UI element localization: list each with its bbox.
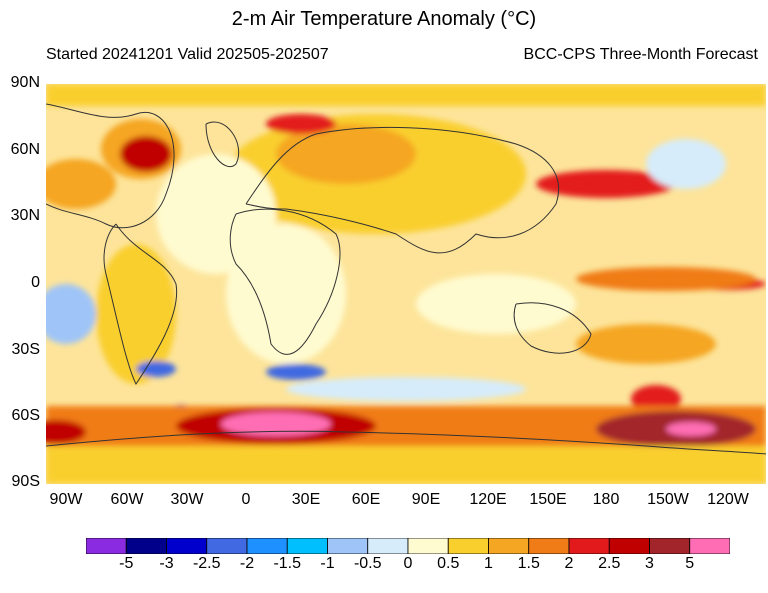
forecast-valid-subtitle: Started 20241201 Valid 202505-202507 [46, 46, 329, 63]
colorbar-swatch [166, 538, 208, 554]
labrador-hot-spot [120, 136, 172, 172]
colorbar-swatch [608, 538, 650, 554]
colorbar-tick-label: -2 [239, 555, 255, 572]
north-pacific-hot-band [536, 170, 676, 198]
eurasia-coast [245, 126, 560, 254]
colorbar-tick-label: 2 [564, 555, 574, 572]
anomaly-map [46, 84, 766, 484]
colorbar-tick-label: -5 [119, 555, 134, 572]
colorbar-tick-label: 2.5 [598, 555, 621, 572]
colorbar-swatch [367, 538, 409, 554]
equatorial-pacific-warm-band [576, 267, 756, 291]
australia-coast [513, 302, 592, 354]
colorbar-swatch [246, 538, 288, 554]
colorbar-swatch [447, 538, 489, 554]
colorbar [86, 538, 730, 554]
model-name-subtitle: BCC-CPS Three-Month Forecast [523, 46, 758, 63]
lon-label-150e: 150E [529, 491, 567, 508]
southeast-pacific-cool-area [46, 284, 96, 344]
colorbar-swatch [649, 538, 691, 554]
lon-label-30w: 30W [170, 491, 204, 508]
southern-ocean-cool-band [286, 377, 526, 401]
colorbar-tick-label: -1.5 [273, 555, 302, 572]
north-america-warm-area [46, 159, 116, 209]
colorbar-tick-label: 0 [403, 555, 413, 572]
colorbar-tick-label: 1 [484, 555, 493, 572]
colorbar-swatch [488, 538, 530, 554]
colorbar-swatch [125, 538, 167, 554]
colorbar-tick-label: -0.5 [353, 555, 382, 572]
europe-warm-area [276, 124, 416, 184]
south-america-coast [103, 223, 178, 385]
lat-label-90s: 90S [11, 473, 40, 490]
lat-label-equator: 0 [31, 274, 40, 291]
north-america-coast [46, 103, 175, 229]
lon-label-0: 0 [241, 491, 251, 508]
colorbar-tick-label: -1 [320, 555, 335, 572]
anomaly-map-canvas [46, 84, 766, 484]
lon-label-150w: 150W [647, 491, 689, 508]
antarctic-max-anomaly-west [221, 412, 331, 436]
antarctic-hot-belt-dateline [46, 420, 86, 444]
map-title: 2-m Air Temperature Anomaly (°C) [231, 8, 537, 30]
colorbar-swatch [206, 538, 248, 554]
colorbar-swatch [327, 538, 369, 554]
antarctic-max-anomaly-east [666, 422, 716, 436]
lon-label-90e: 90E [411, 491, 441, 508]
colorbar-swatch [86, 538, 127, 554]
lat-label-60n: 60N [10, 141, 40, 158]
colorbar-swatch [407, 538, 449, 554]
lat-label-30s: 30S [11, 341, 40, 358]
lon-label-60w: 60W [110, 491, 144, 508]
lat-label-30n: 30N [10, 207, 40, 224]
lon-label-30e: 30E [291, 491, 321, 508]
indian-ocean-neutral-area [416, 274, 576, 334]
lon-label-90w: 90W [49, 491, 83, 508]
south-pacific-warm-area [576, 324, 716, 364]
africa-coast [229, 208, 341, 355]
colorbar-swatch [568, 538, 610, 554]
colorbar-tick-label: -2.5 [192, 555, 221, 572]
colorbar-swatch [689, 538, 730, 554]
colorbar-tick-label: -3 [159, 555, 174, 572]
scandinavia-hot-spot [266, 114, 336, 134]
lon-label-120w: 120W [707, 491, 749, 508]
lon-label-60e: 60E [351, 491, 381, 508]
antarctic-interior-area [46, 446, 766, 484]
north-pacific-cool-area [646, 139, 726, 189]
south-america-warm-area [96, 244, 176, 384]
lon-label-120e: 120E [469, 491, 507, 508]
south-indian-cool-spot [266, 364, 326, 380]
antarctica-coast [46, 430, 766, 455]
lat-label-90n: 90N [10, 74, 40, 91]
coastlines [46, 103, 766, 455]
colorbar-tick-label: 3 [645, 555, 654, 572]
colorbar-tick-label: 0.5 [437, 555, 460, 572]
colorbar-swatch [528, 538, 570, 554]
lat-label-60s: 60S [11, 407, 40, 424]
lon-label-180: 180 [592, 491, 620, 508]
colorbar-tick-label: 1.5 [517, 555, 540, 572]
greenland-coast [205, 121, 240, 167]
colorbar-tick-label: 5 [685, 555, 695, 572]
africa-neutral-area [226, 224, 346, 364]
anomaly-fields [46, 84, 766, 484]
colorbar-swatch [286, 538, 328, 554]
south-atlantic-cool-spot [136, 361, 176, 377]
arctic-warm-band [46, 84, 766, 106]
